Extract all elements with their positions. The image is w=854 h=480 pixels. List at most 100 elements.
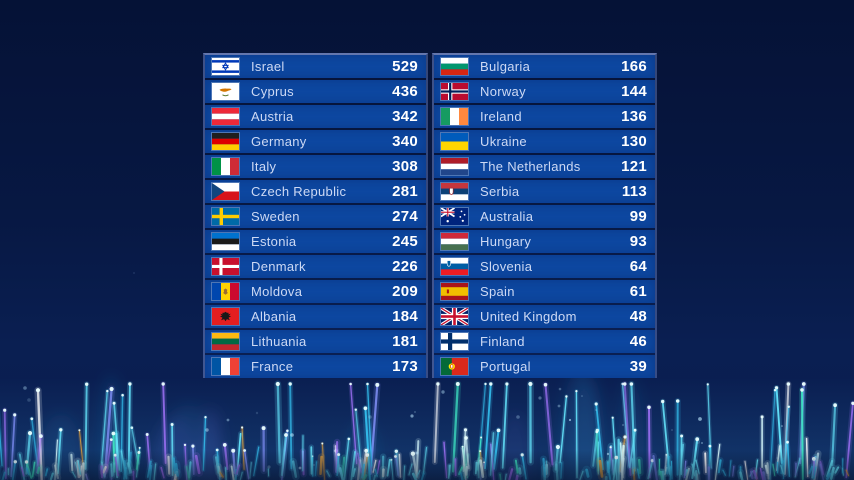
country-flag-icon-rs [441,183,468,200]
scoreboard-row: Ireland 136 [434,105,655,128]
country-flag-icon-si [441,258,468,275]
country-flag-icon-fi [441,333,468,350]
scoreboard-row: Hungary 93 [434,230,655,253]
country-flag-icon-dk [212,258,239,275]
country-name: France [251,359,294,374]
country-flag-icon-pt [441,358,468,375]
country-score: 340 [392,133,418,150]
country-score: 166 [621,58,647,75]
country-score: 64 [629,258,647,275]
country-score: 245 [392,233,418,250]
country-score: 436 [392,83,418,100]
scoreboard-row: Finland 46 [434,330,655,353]
country-name: Austria [251,109,294,124]
country-score: 173 [392,358,418,375]
country-flag-icon-ie [441,108,468,125]
scoreboard-row: Germany 340 [205,130,426,153]
scoreboard-row: Albania 184 [205,305,426,328]
country-flag-icon-cz [212,183,239,200]
scoreboard-row: Austria 342 [205,105,426,128]
country-name: Denmark [251,259,306,274]
scoreboard-row: Israel 529 [205,55,426,78]
country-flag-icon-it [212,158,239,175]
country-flag-icon-se [212,208,239,225]
scoreboard-column-right: Bulgaria 166 Norway 144 Ireland 136 Ukra… [432,53,657,378]
scoreboard-row: Slovenia 64 [434,255,655,278]
country-flag-icon-fr [212,358,239,375]
country-score: 184 [392,308,418,325]
country-score: 99 [629,208,647,225]
scoreboard-row: Portugal 39 [434,355,655,378]
country-flag-icon-cy [212,83,239,100]
country-flag-icon-es [441,283,468,300]
country-name: United Kingdom [480,309,577,324]
scoreboard-row: Italy 308 [205,155,426,178]
scoreboard-row: The Netherlands 121 [434,155,655,178]
country-score: 93 [629,233,647,250]
country-flag-icon-bg [441,58,468,75]
scoreboard-row: Denmark 226 [205,255,426,278]
country-flag-icon-ee [212,233,239,250]
country-score: 529 [392,58,418,75]
country-name: Hungary [480,234,532,249]
country-name: Albania [251,309,297,324]
scoreboard-row: Ukraine 130 [434,130,655,153]
country-flag-icon-de [212,133,239,150]
country-score: 61 [629,283,647,300]
country-name: Cyprus [251,84,294,99]
scoreboard-row: France 173 [205,355,426,378]
scoreboard-row: Norway 144 [434,80,655,103]
country-name: Bulgaria [480,59,531,74]
country-flag-icon-al [212,308,239,325]
country-name: Italy [251,159,277,174]
scoreboard-row: Bulgaria 166 [434,55,655,78]
country-name: Finland [480,334,525,349]
scoreboard: Israel 529 Cyprus 436 Austria 342 German… [203,53,657,378]
country-name: The Netherlands [480,159,581,174]
scoreboard-row: Spain 61 [434,280,655,303]
country-flag-icon-ua [441,133,468,150]
country-score: 308 [392,158,418,175]
scoreboard-row: Serbia 113 [434,180,655,203]
country-flag-icon-au [441,208,468,225]
country-name: Slovenia [480,259,533,274]
country-flag-icon-hu [441,233,468,250]
scoreboard-row: Sweden 274 [205,205,426,228]
country-score: 274 [392,208,418,225]
country-name: Portugal [480,359,531,374]
country-flag-icon-md [212,283,239,300]
country-score: 281 [392,183,418,200]
country-score: 48 [629,308,647,325]
scoreboard-row: Czech Republic 281 [205,180,426,203]
country-name: Australia [480,209,534,224]
country-flag-icon-at [212,108,239,125]
country-flag-icon-il [212,58,239,75]
country-name: Lithuania [251,334,307,349]
country-score: 130 [621,133,647,150]
country-flag-icon-no [441,83,468,100]
country-flag-icon-lt [212,333,239,350]
country-name: Norway [480,84,526,99]
country-score: 136 [621,108,647,125]
country-name: Germany [251,134,307,149]
country-name: Israel [251,59,285,74]
scoreboard-row: Moldova 209 [205,280,426,303]
scoreboard-row: Cyprus 436 [205,80,426,103]
country-name: Spain [480,284,515,299]
country-score: 121 [621,158,647,175]
country-name: Moldova [251,284,303,299]
country-score: 181 [392,333,418,350]
scoreboard-column-left: Israel 529 Cyprus 436 Austria 342 German… [203,53,428,378]
scoreboard-row: Lithuania 181 [205,330,426,353]
country-score: 144 [621,83,647,100]
scoreboard-row: Australia 99 [434,205,655,228]
country-flag-icon-gb [441,308,468,325]
scoreboard-row: United Kingdom 48 [434,305,655,328]
country-score: 113 [621,183,647,200]
country-name: Serbia [480,184,520,199]
scoreboard-row: Estonia 245 [205,230,426,253]
country-score: 342 [392,108,418,125]
country-score: 226 [392,258,418,275]
